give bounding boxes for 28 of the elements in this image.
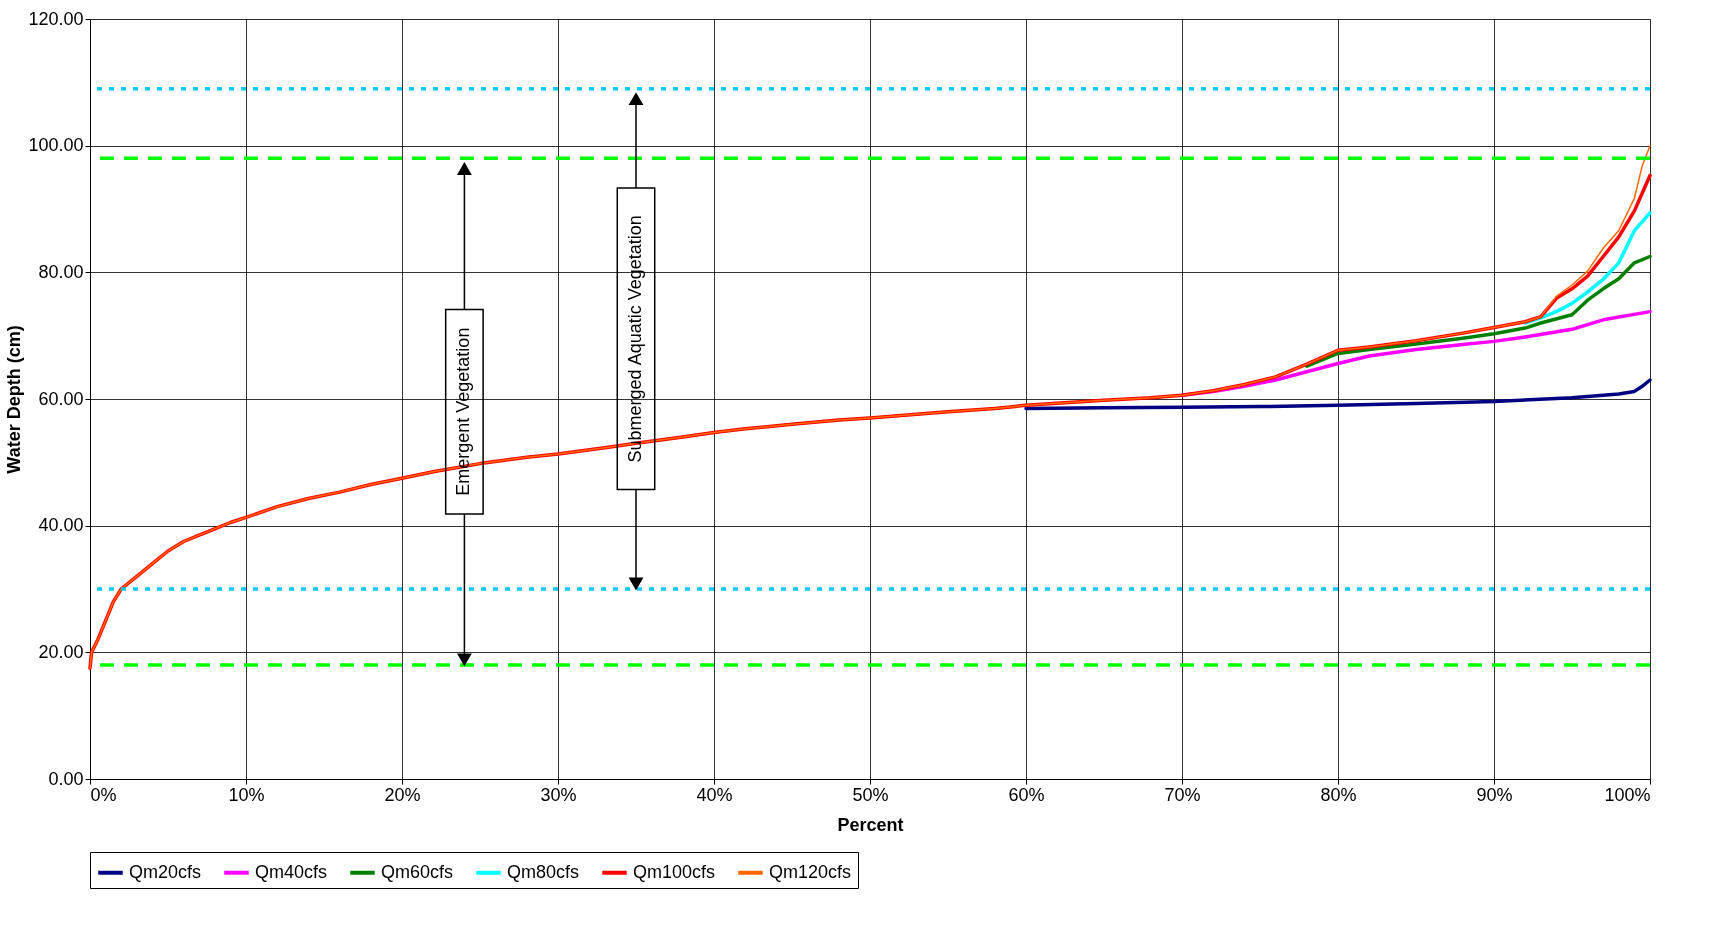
legend-label: Qm40cfs (255, 861, 328, 882)
legend-label: Qm20cfs (129, 861, 202, 882)
x-tick-label: 80% (1320, 784, 1357, 805)
legend-label: Qm60cfs (381, 861, 454, 882)
x-tick-label: 10% (228, 784, 265, 805)
y-axis-title: Water Depth (cm) (4, 325, 25, 474)
x-tick-label: 0% (90, 784, 117, 805)
y-tick-label: 20.00 (38, 641, 84, 662)
x-tick-label: 100% (1604, 784, 1651, 805)
y-tick-label: 40.00 (38, 515, 84, 536)
x-tick-label: 90% (1476, 784, 1513, 805)
legend-label: Qm80cfs (507, 861, 580, 882)
annotation: Submerged Aquatic Vegetation (625, 215, 645, 463)
legend-label: Qm120cfs (769, 861, 852, 882)
y-tick-label: 100.00 (28, 135, 84, 156)
x-tick-label: 40% (696, 784, 733, 805)
x-tick-label: 50% (852, 784, 889, 805)
x-axis-title: Percent (837, 814, 904, 835)
x-tick-label: 30% (540, 784, 577, 805)
x-tick-label: 20% (384, 784, 421, 805)
y-tick-label: 0.00 (48, 768, 84, 789)
x-tick-label: 70% (1164, 784, 1201, 805)
y-tick-label: 120.00 (28, 8, 84, 29)
y-tick-label: 80.00 (38, 261, 84, 282)
legend-label: Qm100cfs (633, 861, 716, 882)
x-tick-label: 60% (1008, 784, 1045, 805)
y-tick-label: 60.00 (38, 388, 84, 409)
annotation: Emergent Vegetation (453, 327, 474, 496)
